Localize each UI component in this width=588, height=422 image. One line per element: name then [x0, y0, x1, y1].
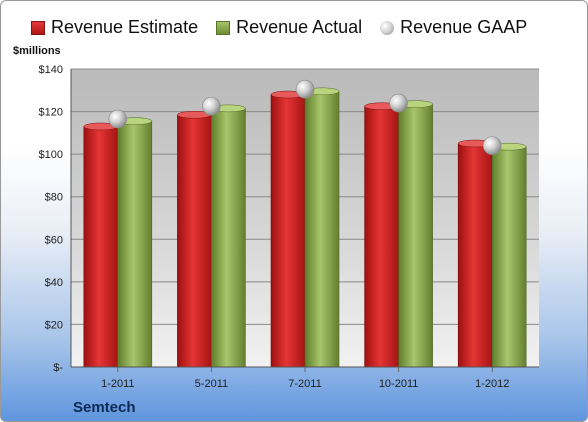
y-tick-label: $120 [39, 107, 63, 119]
y-tick-label: $100 [39, 149, 63, 161]
legend-swatch-actual [216, 20, 231, 35]
legend-swatch-gaap [380, 20, 395, 35]
bar-revenue-estimate [270, 94, 306, 368]
legend-item-estimate: Revenue Estimate [31, 17, 198, 38]
point-revenue-gaap [108, 109, 128, 129]
x-tick-label: 5-2011 [195, 378, 228, 390]
point-revenue-gaap [482, 136, 502, 155]
bar-revenue-actual [398, 103, 433, 368]
bar-revenue-actual [491, 146, 527, 368]
legend: Revenue Estimate Revenue Actual Revenue … [31, 17, 527, 38]
x-tick-label: 1-2012 [475, 378, 509, 390]
legend-item-gaap: Revenue GAAP [380, 17, 527, 38]
bars [83, 79, 527, 368]
legend-label-estimate: Revenue Estimate [51, 17, 199, 37]
legend-label-actual: Revenue Actual [236, 17, 363, 37]
legend-swatch-estimate [31, 20, 45, 35]
bar-revenue-actual [211, 108, 246, 368]
y-tick-labels: $- $20 $40 $60 $80 $100 $120 $140 [39, 64, 64, 374]
bar-revenue-estimate [177, 114, 212, 368]
company-name: Semtech [73, 399, 136, 416]
legend-label-gaap: Revenue GAAP [400, 17, 528, 37]
y-axis-label: $millions [13, 45, 61, 57]
x-tick-label: 10-2011 [379, 378, 419, 390]
y-tick-label: $40 [45, 277, 63, 289]
point-revenue-gaap [295, 79, 315, 99]
point-revenue-gaap [389, 93, 408, 113]
x-tick-label: 1-2011 [101, 378, 134, 390]
point-revenue-gaap [202, 96, 221, 116]
x-tick-labels: 1-2011 5-2011 7-2011 10-2011 1-2012 [70, 69, 539, 390]
bar-revenue-estimate [364, 105, 399, 368]
y-tick-label: $- [53, 362, 63, 374]
bar-revenue-estimate [83, 126, 119, 368]
y-tick-label: $140 [39, 64, 63, 76]
x-tick-label: 7-2011 [288, 378, 321, 390]
legend-item-actual: Revenue Actual [216, 17, 362, 38]
bar-revenue-actual [304, 91, 340, 368]
y-tick-label: $80 [45, 192, 63, 204]
bar-revenue-actual [117, 120, 153, 368]
y-tick-label: $60 [45, 234, 63, 246]
y-tick-label: $20 [45, 319, 63, 331]
bar-revenue-estimate [457, 143, 493, 368]
